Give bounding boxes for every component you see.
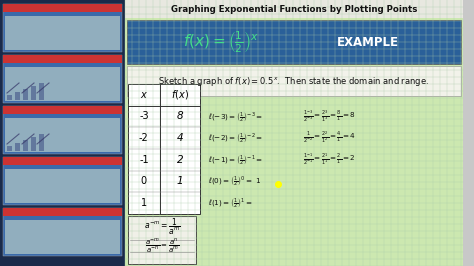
- Text: -1: -1: [139, 155, 149, 165]
- Text: $\ell(-1)=\left(\frac{1}{2}\right)^{-1}=$: $\ell(-1)=\left(\frac{1}{2}\right)^{-1}=…: [208, 153, 263, 167]
- Bar: [3, 55, 122, 63]
- Text: $\frac{1^{-1}}{2^{-1}}=\frac{2^1}{1^1}=\frac{2}{1}=2$: $\frac{1^{-1}}{2^{-1}}=\frac{2^1}{1^1}=\…: [303, 152, 356, 168]
- Bar: [3, 55, 122, 103]
- Text: Graphing Exponential Functions by Plotting Points: Graphing Exponential Functions by Plotti…: [171, 5, 417, 14]
- Bar: [23, 140, 28, 151]
- Bar: [463, 0, 474, 266]
- Bar: [127, 66, 461, 96]
- Bar: [39, 83, 44, 100]
- Text: $\frac{1^{-3}}{2^{-3}}=\frac{2^3}{1^3}=\frac{8}{1}=8$: $\frac{1^{-3}}{2^{-3}}=\frac{2^3}{1^3}=\…: [303, 109, 356, 124]
- Bar: [128, 84, 200, 214]
- Bar: [5, 220, 120, 254]
- Bar: [5, 118, 120, 152]
- Bar: [5, 67, 120, 101]
- Bar: [23, 89, 28, 100]
- Text: 8: 8: [176, 111, 183, 122]
- Bar: [15, 143, 20, 151]
- Bar: [3, 157, 122, 205]
- Bar: [31, 137, 36, 151]
- Bar: [5, 16, 120, 50]
- Text: EXAMPLE: EXAMPLE: [337, 35, 399, 48]
- Bar: [3, 208, 122, 216]
- Text: 1: 1: [141, 198, 147, 208]
- Text: $\ell(-2)=\left(\frac{1}{2}\right)^{-2}=$: $\ell(-2)=\left(\frac{1}{2}\right)^{-2}=…: [208, 131, 263, 145]
- Bar: [39, 134, 44, 151]
- Text: $x$: $x$: [140, 90, 148, 100]
- Bar: [7, 146, 12, 151]
- Text: $\frac{1}{2^{-2}}=\frac{2^2}{1^2}=\frac{4}{1}=4$: $\frac{1}{2^{-2}}=\frac{2^2}{1^2}=\frac{…: [303, 130, 356, 146]
- Bar: [125, 0, 463, 18]
- Text: -2: -2: [139, 133, 149, 143]
- Text: -3: -3: [139, 111, 149, 122]
- Text: 1: 1: [176, 177, 183, 186]
- Bar: [15, 92, 20, 100]
- Text: $\ell(1)=\left(\frac{1}{2}\right)^{1}=$: $\ell(1)=\left(\frac{1}{2}\right)^{1}=$: [208, 196, 253, 210]
- Text: Sketch a graph of $f(x) = 0.5^x$.  Then state the domain and range.: Sketch a graph of $f(x) = 0.5^x$. Then s…: [158, 74, 429, 88]
- Bar: [3, 106, 122, 114]
- Text: 0: 0: [141, 177, 147, 186]
- Bar: [5, 169, 120, 203]
- Text: $\ell(-3)=\left(\frac{1}{2}\right)^{-3}=$: $\ell(-3)=\left(\frac{1}{2}\right)^{-3}=…: [208, 110, 263, 123]
- Bar: [3, 157, 122, 165]
- Text: $f(x) = \left(\frac{1}{2}\right)^x$: $f(x) = \left(\frac{1}{2}\right)^x$: [182, 29, 258, 55]
- Text: 2: 2: [176, 155, 183, 165]
- Bar: [0, 0, 125, 266]
- Bar: [31, 86, 36, 100]
- Text: $f(x)$: $f(x)$: [171, 88, 189, 101]
- Bar: [128, 216, 196, 264]
- Bar: [3, 4, 122, 52]
- Text: $\dfrac{a^{-m}}{a^{-n}} = \dfrac{a^n}{a^m}$: $\dfrac{a^{-m}}{a^{-n}} = \dfrac{a^n}{a^…: [145, 237, 179, 255]
- Bar: [127, 20, 461, 64]
- Bar: [3, 4, 122, 12]
- Bar: [7, 95, 12, 100]
- Text: 4: 4: [176, 133, 183, 143]
- Text: $a^{-m} = \dfrac{1}{a^m}$: $a^{-m} = \dfrac{1}{a^m}$: [144, 216, 181, 237]
- Bar: [3, 106, 122, 154]
- Text: $\ell(0)=\left(\frac{1}{2}\right)^{0}=\ 1$: $\ell(0)=\left(\frac{1}{2}\right)^{0}=\ …: [208, 174, 261, 189]
- Bar: [3, 208, 122, 256]
